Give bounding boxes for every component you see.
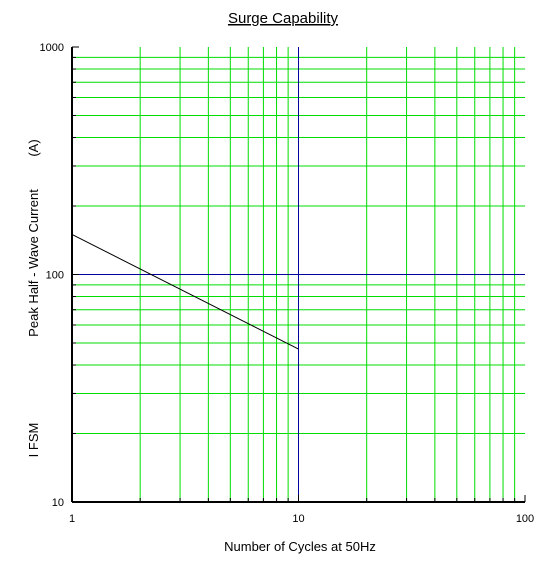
y-axis-title-symbol: I FSM [26, 423, 41, 458]
y-axis-title-unit: (A) [26, 139, 41, 156]
x-tick-label: 10 [292, 513, 304, 525]
x-tick-label: 1 [69, 513, 75, 525]
tick-labels: 1 10 100 10 100 1000 [40, 42, 535, 525]
x-tick-label: 100 [516, 513, 534, 525]
y-tick-label: 100 [46, 270, 64, 282]
x-axis-title: Number of Cycles at 50Hz [224, 539, 376, 554]
y-tick-label: 1000 [40, 42, 64, 54]
surge-current-line [71, 233, 299, 350]
y-tick-label: 10 [52, 497, 64, 509]
y-axis-title-description: Peak Half - Wave Current [26, 189, 41, 337]
reference-lines [72, 47, 525, 502]
chart-title: Surge Capability [228, 10, 339, 27]
series-layer [71, 233, 299, 350]
axes [71, 46, 526, 503]
